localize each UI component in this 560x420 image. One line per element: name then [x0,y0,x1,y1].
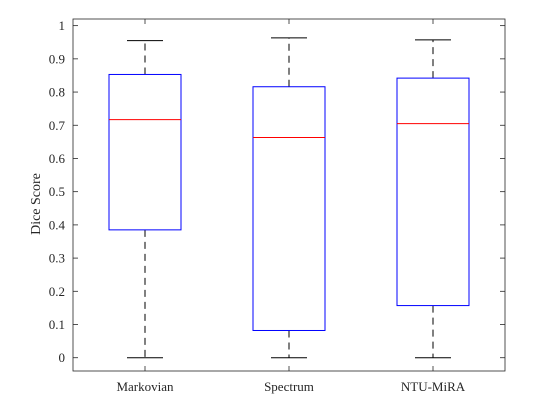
y-tick-label: 0.2 [49,284,65,299]
y-tick-label: 0.6 [49,151,66,166]
y-tick-label: 0.9 [49,51,65,66]
x-tick-label: NTU-MiRA [401,379,466,394]
y-tick-label: 1 [59,18,66,33]
box-ntu-mira [396,77,470,307]
y-tick-label: 0.7 [49,118,66,133]
y-tick-label: 0.4 [49,217,66,232]
y-tick-label: 0 [59,350,66,365]
plot-area: 0 0.1 0.2 0.3 0.4 0.5 0.6 0.7 0.8 0.9 1 Markovian Sp… [49,18,506,394]
y-tick-label: 0.5 [49,184,65,199]
box-markovian [108,73,182,231]
y-axis-label: Dice Score [29,173,44,235]
box-spectrum [252,86,326,331]
x-tick-label: Markovian [116,379,174,394]
x-tick-label: Spectrum [264,379,314,394]
y-tick-label: 0.8 [49,85,65,100]
y-tick-label: 0.3 [49,251,65,266]
y-tick-label: 0.1 [49,317,65,332]
